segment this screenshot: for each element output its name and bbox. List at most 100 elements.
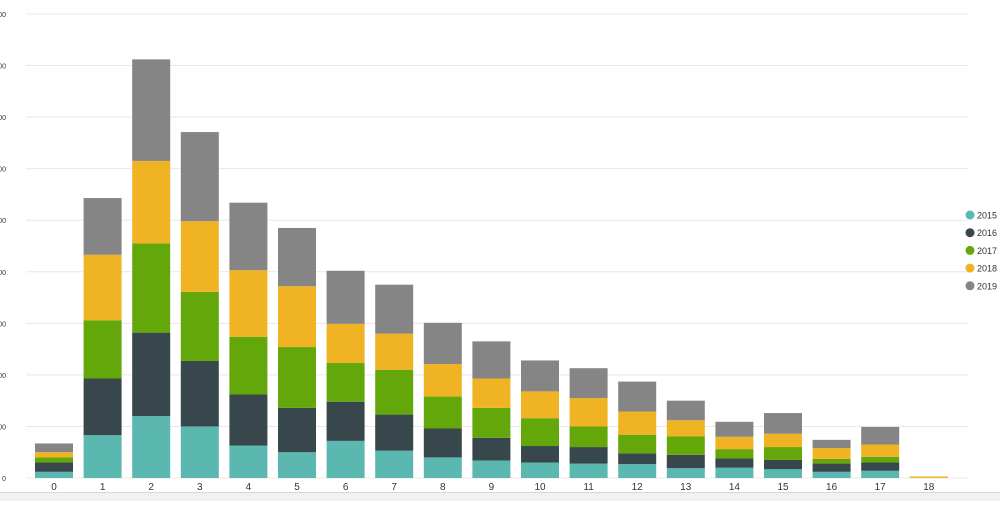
- bar-segment-2017[interactable]: [35, 457, 73, 463]
- bar-segment-2019[interactable]: [569, 368, 608, 399]
- bar-segment-2018[interactable]: [909, 476, 948, 478]
- bar-segment-2017[interactable]: [83, 320, 122, 379]
- bar-segment-2015[interactable]: [278, 452, 316, 478]
- bar-segment-2015[interactable]: [521, 462, 559, 478]
- bar-segment-2015[interactable]: [812, 471, 851, 478]
- bar-segment-2019[interactable]: [423, 322, 462, 365]
- bar-segment-2015[interactable]: [764, 469, 802, 478]
- bar-segment-2015[interactable]: [569, 463, 608, 478]
- bar-stack-13[interactable]: [666, 400, 705, 478]
- bar-segment-2016[interactable]: [764, 459, 802, 470]
- bar-segment-2017[interactable]: [764, 447, 802, 460]
- bar-segment-2019[interactable]: [472, 341, 511, 379]
- bar-segment-2019[interactable]: [521, 360, 559, 392]
- legend-item-2019[interactable]: 2019: [965, 281, 998, 291]
- bar-segment-2019[interactable]: [618, 381, 657, 412]
- bar-segment-2018[interactable]: [569, 398, 608, 427]
- bar-stack-14[interactable]: [715, 421, 754, 478]
- bar-segment-2017[interactable]: [472, 407, 511, 438]
- bar-segment-2018[interactable]: [861, 444, 900, 457]
- bar-segment-2016[interactable]: [326, 401, 365, 441]
- bar-segment-2017[interactable]: [812, 458, 851, 464]
- bar-stack-0[interactable]: [35, 443, 73, 478]
- bar-segment-2019[interactable]: [278, 227, 316, 287]
- bar-segment-2016[interactable]: [521, 446, 559, 463]
- bar-stack-9[interactable]: [472, 341, 511, 478]
- bar-segment-2018[interactable]: [278, 286, 316, 348]
- bar-segment-2016[interactable]: [666, 454, 705, 469]
- bar-segment-2019[interactable]: [666, 400, 705, 421]
- bar-segment-2016[interactable]: [472, 437, 511, 461]
- bar-segment-2016[interactable]: [83, 378, 122, 436]
- legend-item-2016[interactable]: 2016: [965, 228, 998, 238]
- bar-segment-2018[interactable]: [326, 323, 365, 364]
- bar-segment-2015[interactable]: [35, 471, 73, 478]
- bar-segment-2017[interactable]: [618, 434, 657, 454]
- bar-segment-2015[interactable]: [423, 457, 462, 478]
- bar-segment-2019[interactable]: [83, 198, 122, 255]
- bar-segment-2016[interactable]: [229, 394, 268, 446]
- bar-stack-2[interactable]: [132, 59, 171, 478]
- bar-segment-2019[interactable]: [180, 132, 219, 222]
- bar-segment-2017[interactable]: [715, 449, 754, 459]
- bar-segment-2018[interactable]: [812, 448, 851, 459]
- bar-segment-2018[interactable]: [180, 221, 219, 292]
- bar-stack-1[interactable]: [83, 198, 122, 478]
- bar-segment-2018[interactable]: [618, 411, 657, 435]
- bar-stack-4[interactable]: [229, 202, 268, 478]
- bar-stack-18[interactable]: [909, 476, 948, 478]
- bar-segment-2018[interactable]: [472, 378, 511, 408]
- bar-segment-2015[interactable]: [132, 416, 171, 478]
- bar-segment-2015[interactable]: [229, 445, 268, 478]
- bar-segment-2019[interactable]: [375, 284, 414, 334]
- bar-segment-2017[interactable]: [861, 456, 900, 463]
- bar-segment-2019[interactable]: [715, 421, 754, 437]
- bar-segment-2015[interactable]: [666, 468, 705, 478]
- bar-segment-2017[interactable]: [521, 418, 559, 447]
- bar-stack-8[interactable]: [423, 322, 462, 478]
- bar-stack-17[interactable]: [861, 426, 900, 478]
- bar-segment-2015[interactable]: [861, 470, 900, 478]
- bar-segment-2019[interactable]: [326, 270, 365, 324]
- bar-stack-10[interactable]: [521, 360, 559, 478]
- bar-segment-2016[interactable]: [569, 447, 608, 464]
- bar-segment-2016[interactable]: [715, 458, 754, 468]
- bar-segment-2017[interactable]: [180, 291, 219, 361]
- bar-segment-2016[interactable]: [861, 462, 900, 471]
- bar-segment-2017[interactable]: [326, 363, 365, 402]
- bar-stack-3[interactable]: [180, 132, 219, 478]
- bar-segment-2018[interactable]: [35, 452, 73, 458]
- bar-segment-2015[interactable]: [326, 440, 365, 478]
- bar-segment-2018[interactable]: [132, 160, 171, 244]
- bar-segment-2019[interactable]: [132, 59, 171, 161]
- bar-stack-5[interactable]: [278, 227, 316, 478]
- bar-segment-2016[interactable]: [375, 414, 414, 451]
- bar-segment-2016[interactable]: [423, 428, 462, 458]
- bar-segment-2017[interactable]: [278, 347, 316, 408]
- bar-segment-2016[interactable]: [812, 463, 851, 472]
- bar-stack-16[interactable]: [812, 439, 851, 478]
- bar-segment-2016[interactable]: [132, 332, 171, 417]
- bar-stack-12[interactable]: [618, 381, 657, 478]
- legend-item-2015[interactable]: 2015: [965, 210, 998, 221]
- bar-segment-2017[interactable]: [375, 369, 414, 415]
- bar-segment-2016[interactable]: [35, 462, 73, 472]
- bar-segment-2015[interactable]: [375, 450, 414, 478]
- bar-segment-2017[interactable]: [132, 243, 171, 333]
- bar-stack-6[interactable]: [326, 270, 365, 478]
- bar-segment-2015[interactable]: [180, 426, 219, 478]
- bar-segment-2018[interactable]: [375, 333, 414, 370]
- bar-segment-2018[interactable]: [83, 254, 122, 321]
- bar-segment-2017[interactable]: [423, 396, 462, 429]
- bar-segment-2019[interactable]: [764, 413, 802, 434]
- bar-segment-2019[interactable]: [812, 439, 851, 449]
- bar-segment-2019[interactable]: [35, 443, 73, 453]
- bar-segment-2016[interactable]: [278, 407, 316, 453]
- bar-segment-2019[interactable]: [861, 426, 900, 445]
- bar-stack-15[interactable]: [764, 413, 802, 478]
- bar-stack-7[interactable]: [375, 284, 414, 478]
- legend-item-2018[interactable]: 2018: [965, 263, 998, 274]
- bar-segment-2017[interactable]: [666, 436, 705, 455]
- bar-segment-2018[interactable]: [521, 391, 559, 419]
- bar-stack-11[interactable]: [569, 368, 608, 478]
